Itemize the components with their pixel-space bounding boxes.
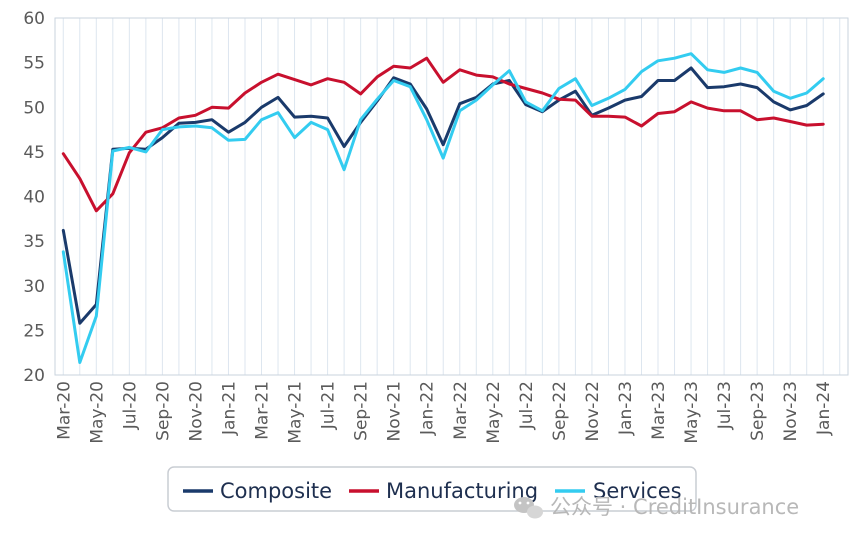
x-tick-label: May-23 [682, 381, 702, 444]
series-line-composite [61, 66, 825, 325]
legend-box [167, 466, 697, 512]
series-lines [61, 52, 825, 364]
grid [62, 18, 841, 375]
x-tick-label: Sep-22 [550, 381, 570, 441]
legend-label-services: Services [593, 479, 682, 503]
x-tick-label: May-22 [484, 381, 504, 444]
y-tick-label: 50 [23, 98, 45, 118]
y-tick-label: 55 [23, 54, 45, 74]
x-tick-label: Mar-23 [649, 381, 669, 440]
x-tick-label: Mar-21 [253, 381, 273, 440]
x-tick-label: Jan-21 [219, 381, 239, 436]
x-tick-label: Nov-20 [186, 381, 206, 442]
x-tick-label: Sep-23 [748, 381, 768, 441]
x-tick-label: Jan-22 [418, 381, 438, 436]
x-tick-label: Jan-24 [814, 381, 834, 436]
wechat-icon [514, 497, 543, 519]
watermark: 公众号 · CreditInsurance [514, 495, 799, 519]
x-tick-label: Jul-21 [319, 381, 339, 430]
x-tick-label: May-20 [87, 381, 107, 444]
y-tick-label: 60 [23, 9, 45, 29]
x-tick-label: Sep-20 [153, 381, 173, 441]
watermark-text: 公众号 · CreditInsurance [550, 495, 799, 519]
x-tick-label: Mar-20 [54, 381, 74, 440]
y-tick-label: 30 [23, 277, 45, 297]
legend: Composite Manufacturing Services [167, 466, 697, 512]
y-tick-label: 35 [23, 232, 45, 252]
x-tick-label: Nov-23 [781, 381, 801, 442]
y-tick-label: 40 [23, 188, 45, 208]
x-tick-label: Jan-23 [616, 381, 636, 436]
x-tick-label: Jul-20 [120, 381, 140, 430]
x-tick-label: May-21 [286, 381, 306, 444]
series-line-manufacturing [61, 56, 825, 213]
x-tick-label: Jul-23 [715, 381, 735, 430]
y-axis: 20 25 30 35 40 45 50 55 60 [23, 9, 45, 386]
series-line-services [61, 52, 825, 364]
legend-label-composite: Composite [220, 479, 332, 503]
y-tick-label: 25 [23, 321, 45, 341]
x-tick-label: Mar-22 [451, 381, 471, 440]
x-tick-label: Jul-22 [517, 381, 537, 430]
y-tick-label: 45 [23, 143, 45, 163]
x-tick-label: Nov-22 [583, 381, 603, 442]
x-tick-label: Sep-21 [352, 381, 372, 441]
plot-area [54, 17, 849, 376]
y-tick-label: 20 [23, 366, 45, 386]
x-axis: Mar-20 May-20 Jul-20 Sep-20 Nov-20 Jan-21 Mar-… [54, 381, 834, 444]
legend-label-manufacturing: Manufacturing [386, 479, 538, 503]
x-tick-label: Nov-21 [385, 381, 405, 442]
